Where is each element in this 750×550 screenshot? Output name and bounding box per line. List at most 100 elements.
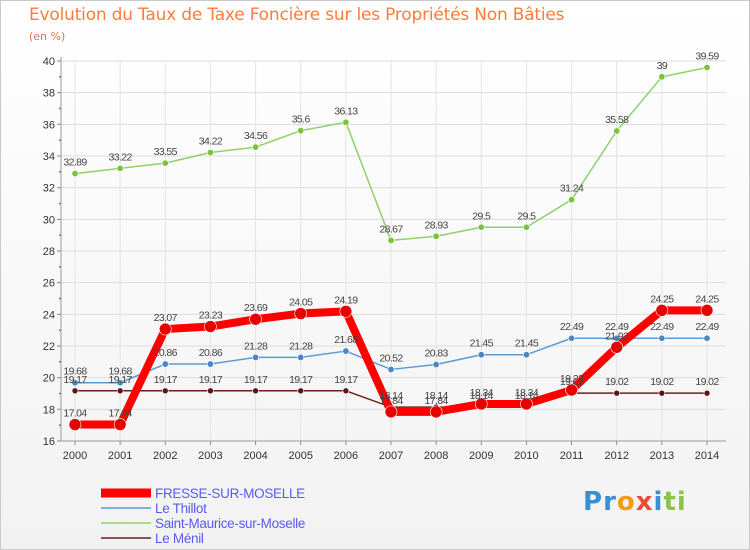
- data-point-le-thillot: [703, 334, 711, 342]
- data-point-le-m-nil: [703, 389, 711, 397]
- data-point-saint-maurice-sur-moselle: [71, 170, 79, 178]
- data-label-fresse-sur-moselle: 23.23: [199, 310, 223, 322]
- legend-label: Saint-Maurice-sur-Moselle: [155, 516, 305, 531]
- data-point-le-m-nil: [613, 389, 621, 397]
- x-tick-label: 2004: [243, 450, 267, 462]
- logo-letter: P: [583, 487, 604, 517]
- data-point-fresse-sur-moselle: [68, 418, 82, 431]
- data-point-saint-maurice-sur-moselle: [703, 63, 711, 71]
- data-label-le-m-nil: 19.17: [199, 374, 223, 386]
- data-point-le-m-nil: [658, 389, 666, 397]
- data-point-fresse-sur-moselle: [294, 307, 308, 320]
- data-point-saint-maurice-sur-moselle: [658, 73, 666, 81]
- data-label-le-m-nil: 19.17: [63, 374, 87, 386]
- data-point-le-thillot: [161, 360, 169, 368]
- data-label-fresse-sur-moselle: 24.19: [334, 294, 358, 306]
- data-label-saint-maurice-sur-moselle: 36.13: [334, 105, 358, 117]
- x-tick-label: 2002: [153, 450, 177, 462]
- data-point-saint-maurice-sur-moselle: [387, 236, 395, 244]
- data-label-le-thillot: 22.49: [605, 321, 629, 333]
- y-tick-label: 22: [43, 341, 55, 353]
- chart-title: Evolution du Taux de Taxe Foncière sur l…: [29, 5, 565, 25]
- data-label-le-m-nil: 18.14: [379, 390, 403, 402]
- data-label-le-m-nil: 18.14: [515, 390, 539, 402]
- x-tick-label: 2007: [379, 450, 403, 462]
- data-point-saint-maurice-sur-moselle: [161, 159, 169, 167]
- data-label-le-thillot: 20.86: [199, 347, 223, 359]
- data-point-le-thillot: [387, 365, 395, 373]
- x-tick-label: 2013: [650, 450, 674, 462]
- data-label-fresse-sur-moselle: 24.05: [289, 297, 313, 309]
- data-point-saint-maurice-sur-moselle: [206, 149, 214, 157]
- data-label-saint-maurice-sur-moselle: 35.6: [292, 114, 311, 126]
- data-point-le-thillot: [116, 379, 124, 387]
- data-point-le-m-nil: [161, 387, 169, 395]
- data-label-fresse-sur-moselle: 19.22: [560, 373, 584, 385]
- data-point-le-thillot: [71, 379, 79, 387]
- data-label-le-thillot: 21.45: [515, 338, 539, 350]
- data-label-le-thillot: 22.49: [695, 321, 719, 333]
- data-label-fresse-sur-moselle: 17.04: [63, 408, 87, 420]
- data-point-le-thillot: [252, 353, 260, 361]
- data-label-le-thillot: 19.68: [109, 366, 133, 378]
- data-point-le-m-nil: [342, 387, 350, 395]
- data-point-fresse-sur-moselle: [520, 397, 533, 411]
- data-point-saint-maurice-sur-moselle: [116, 164, 124, 172]
- data-label-saint-maurice-sur-moselle: 39: [657, 60, 668, 72]
- x-tick-label: 2010: [514, 450, 538, 462]
- data-label-fresse-sur-moselle: 17.04: [109, 408, 133, 420]
- data-label-saint-maurice-sur-moselle: 34.56: [244, 130, 268, 142]
- y-tick-label: 28: [43, 246, 55, 258]
- y-tick-label: 30: [43, 214, 55, 226]
- y-tick-label: 40: [43, 56, 55, 68]
- data-label-saint-maurice-sur-moselle: 34.22: [199, 136, 223, 148]
- x-tick-label: 2003: [198, 450, 222, 462]
- data-label-le-m-nil: 19.17: [109, 374, 133, 386]
- data-label-fresse-sur-moselle: 24.25: [650, 293, 674, 305]
- logo-letter: i: [653, 487, 664, 517]
- data-label-le-m-nil: 19.02: [560, 376, 584, 388]
- x-tick-label: 2008: [424, 450, 448, 462]
- data-point-fresse-sur-moselle: [655, 304, 669, 317]
- data-label-fresse-sur-moselle: 23.07: [154, 312, 178, 324]
- logo-letter: r: [603, 487, 617, 517]
- data-label-fresse-sur-moselle: 17.84: [425, 395, 449, 407]
- data-point-fresse-sur-moselle: [339, 305, 353, 318]
- logo-letter: o: [616, 487, 636, 517]
- data-point-saint-maurice-sur-moselle: [613, 127, 621, 135]
- data-label-le-m-nil: 19.02: [695, 376, 719, 388]
- data-point-fresse-sur-moselle: [249, 312, 262, 326]
- logo-letter: t: [663, 487, 677, 517]
- data-label-le-m-nil: 19.02: [650, 376, 674, 388]
- y-tick-label: 38: [43, 88, 55, 100]
- data-point-le-thillot: [522, 351, 530, 359]
- data-point-fresse-sur-moselle: [158, 322, 172, 336]
- data-label-saint-maurice-sur-moselle: 35.58: [605, 114, 629, 126]
- data-label-le-thillot: 22.49: [560, 321, 584, 333]
- data-label-le-m-nil: 19.17: [334, 374, 358, 386]
- data-label-saint-maurice-sur-moselle: 32.89: [63, 157, 87, 169]
- data-point-fresse-sur-moselle: [474, 397, 488, 411]
- data-label-le-m-nil: 19.17: [154, 374, 178, 386]
- x-tick-label: 2012: [604, 450, 628, 462]
- x-tick-label: 2006: [334, 450, 358, 462]
- data-label-le-thillot: 19.68: [63, 366, 87, 378]
- y-tick-label: 24: [43, 309, 55, 321]
- data-label-le-thillot: 21.28: [244, 340, 268, 352]
- data-label-saint-maurice-sur-moselle: 28.93: [425, 219, 449, 231]
- y-tick-label: 36: [43, 119, 55, 131]
- data-point-le-thillot: [477, 351, 485, 359]
- data-label-saint-maurice-sur-moselle: 31.24: [560, 183, 584, 195]
- legend-label: FRESSE-SUR-MOSELLE: [155, 486, 305, 501]
- data-point-saint-maurice-sur-moselle: [252, 143, 260, 151]
- data-label-saint-maurice-sur-moselle: 29.5: [472, 210, 491, 222]
- logo-letter: x: [635, 487, 654, 517]
- data-label-saint-maurice-sur-moselle: 33.22: [109, 151, 133, 163]
- logo-letter: i: [676, 487, 687, 517]
- data-point-le-thillot: [297, 353, 305, 361]
- y-tick-label: 20: [43, 373, 55, 385]
- data-point-saint-maurice-sur-moselle: [342, 118, 350, 126]
- data-label-saint-maurice-sur-moselle: 28.67: [379, 223, 403, 235]
- data-point-fresse-sur-moselle: [384, 405, 398, 419]
- data-point-le-thillot: [342, 347, 350, 355]
